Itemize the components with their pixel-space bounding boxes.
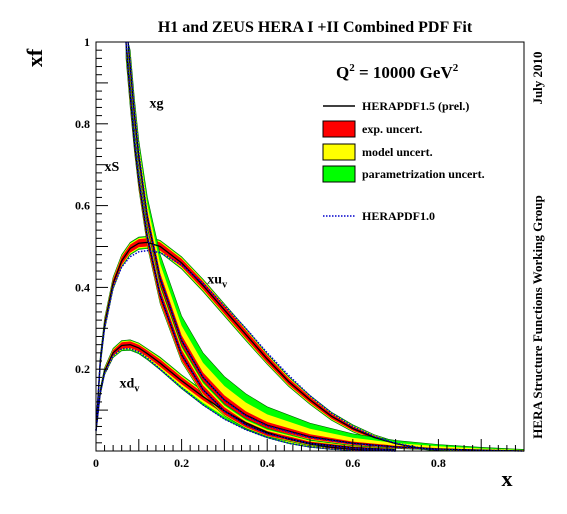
- y-tick-label: 0.4: [75, 280, 90, 294]
- legend-herapdf1-5-prel-label: HERAPDF1.5 (prel.): [362, 99, 469, 113]
- y-tick-label: 0.2: [75, 362, 90, 376]
- xdv-exp-band: [96, 341, 396, 451]
- group-label: HERA Structure Functions Working Group: [530, 195, 545, 438]
- legend: HERAPDF1.5 (prel.) exp. uncert. model unce…: [322, 99, 485, 223]
- x-tick-label: 0.6: [345, 456, 360, 470]
- legend-model-uncert-swatch: [322, 143, 356, 161]
- y-tick-label: 0.6: [75, 199, 90, 213]
- curve-label-xuv: xuv: [207, 272, 227, 290]
- x-tick-label: 0: [93, 456, 99, 470]
- curve-label-xs: xS: [105, 160, 120, 175]
- date-label: July 2010: [530, 51, 545, 104]
- y-tick-label: 0.8: [75, 117, 90, 131]
- xuv-herapdf15-line: [95, 241, 439, 451]
- axis-tick-labels: 0 0.2 0.4 0.6 0.8 0.2 0.4 0.6 0.8 1: [75, 35, 446, 470]
- legend-exp-uncert-label: exp. uncert.: [362, 122, 422, 136]
- q2-annotation: Q2 = 10000 GeV2: [336, 62, 459, 82]
- x-tick-label: 0.8: [431, 456, 446, 470]
- x-axis-label: x: [502, 466, 513, 491]
- x-tick-label: 0.2: [174, 456, 189, 470]
- xg-herapdf10-line: [127, 41, 525, 452]
- central-curves: [95, 41, 525, 452]
- curve-labels: xuv xdv xg xS: [105, 96, 228, 394]
- xuv-herapdf10-line: [95, 249, 439, 451]
- y-tick-label: 1: [84, 35, 90, 49]
- axis-ticks: [95, 41, 525, 452]
- chart-title: H1 and ZEUS HERA I +II Combined PDF Fit: [158, 19, 473, 36]
- curve-label-xg: xg: [150, 96, 164, 111]
- legend-herapdf1-0-label: HERAPDF1.0: [362, 209, 435, 223]
- legend-exp-uncert-swatch: [322, 120, 356, 138]
- y-axis-label: xf: [22, 48, 47, 67]
- x-tick-label: 0.4: [260, 456, 275, 470]
- xs-herapdf10-line: [125, 41, 396, 451]
- legend-parametrization-uncert-swatch: [322, 165, 356, 183]
- xdv-herapdf15-line: [95, 344, 396, 452]
- legend-parametrization-uncert-label: parametrization uncert.: [362, 167, 485, 181]
- curve-label-xdv: xdv: [120, 377, 140, 395]
- legend-model-uncert-label: model uncert.: [362, 145, 433, 159]
- xdv-herapdf10-line: [95, 348, 396, 452]
